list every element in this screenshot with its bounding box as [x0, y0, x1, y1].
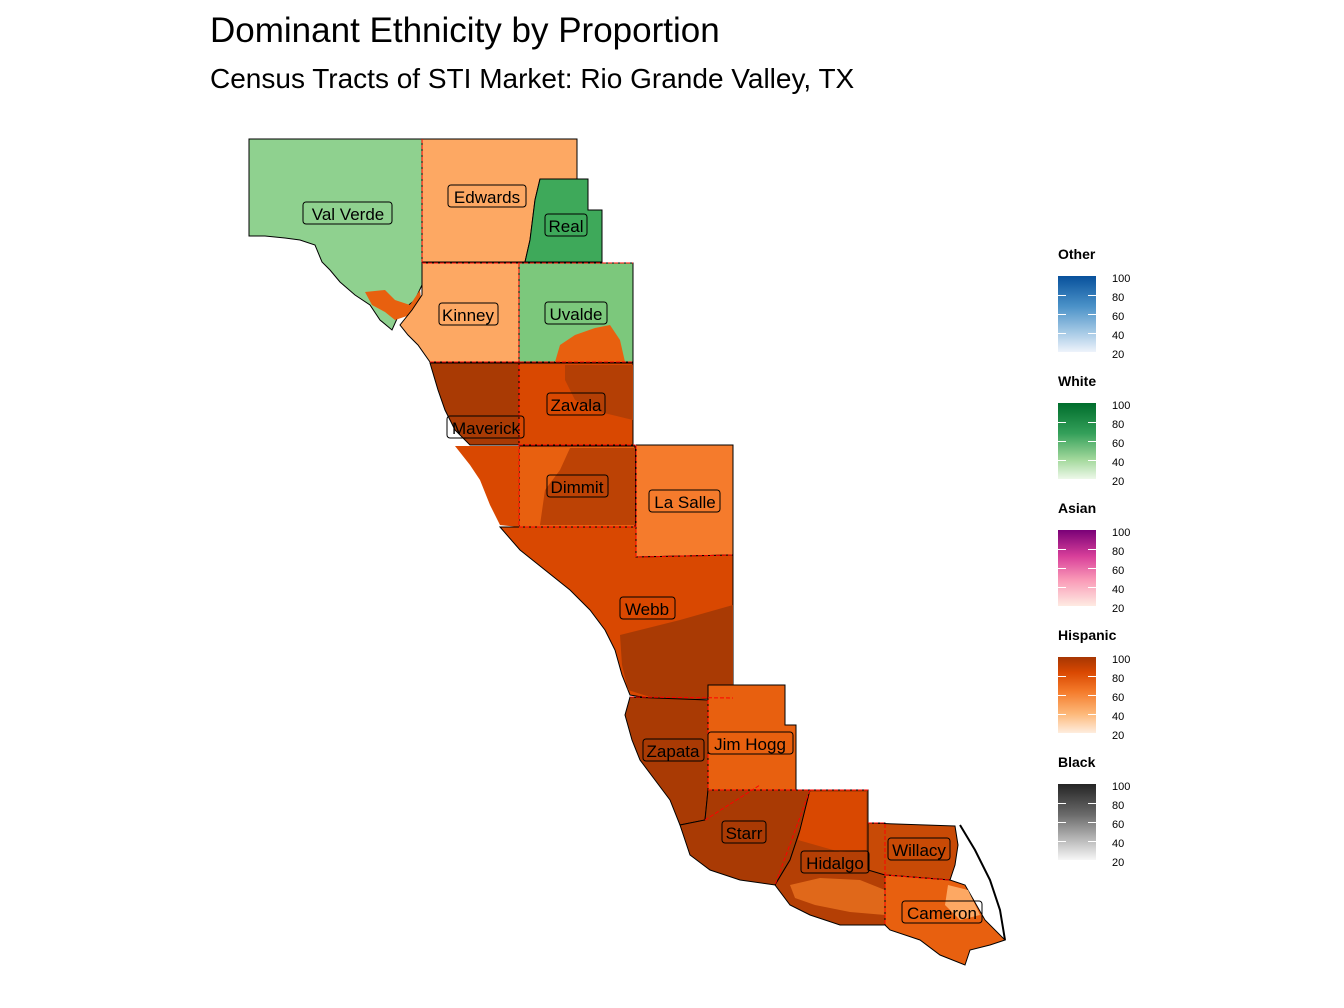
label-la-salle: La Salle [648, 489, 721, 513]
svg-text:La Salle: La Salle [654, 493, 715, 512]
county-real[interactable] [524, 178, 603, 263]
cameron-lighter-area [945, 885, 980, 920]
colorbar-other [1058, 276, 1096, 352]
svg-text:Real: Real [549, 217, 584, 236]
label-hidalgo: Hidalgo [800, 850, 870, 874]
legend-hispanic: Hispanic 100 80 60 40 20 [1058, 627, 1131, 742]
svg-text:Webb: Webb [625, 600, 669, 619]
map-subtitle: Census Tracts of STI Market: Rio Grande … [210, 63, 855, 94]
uvalde-hispanic-area [555, 325, 625, 362]
legend: Other 100 80 60 40 20 White 100 80 60 40… [1058, 246, 1178, 881]
label-jim-hogg: Jim Hogg [707, 731, 794, 755]
legend-title-black: Black [1058, 754, 1096, 770]
svg-text:Starr: Starr [726, 824, 763, 843]
dimmit-darker-area [540, 448, 635, 525]
label-starr: Starr [721, 820, 767, 844]
svg-text:Uvalde: Uvalde [550, 305, 603, 324]
map-title: Dominant Ethnicity by Proportion [210, 11, 720, 50]
svg-text:Cameron: Cameron [907, 904, 977, 923]
label-kinney: Kinney [438, 302, 499, 326]
svg-text:Zavala: Zavala [550, 396, 602, 415]
legend-black: Black 100 80 60 40 20 [1058, 754, 1131, 869]
label-zavala: Zavala [546, 392, 606, 416]
svg-text:Willacy: Willacy [892, 841, 946, 860]
label-edwards: Edwards [447, 184, 527, 208]
svg-text:Zapata: Zapata [647, 742, 700, 761]
legend-asian: Asian 100 80 60 40 20 [1058, 500, 1131, 615]
label-dimmit: Dimmit [546, 474, 609, 498]
legend-title-hispanic: Hispanic [1058, 627, 1117, 643]
hidalgo-north-area [798, 792, 866, 852]
label-real: Real [544, 213, 588, 237]
label-webb: Webb [619, 596, 676, 620]
padre-island [959, 824, 1006, 941]
svg-text:Edwards: Edwards [454, 188, 520, 207]
svg-text:Jim Hogg: Jim Hogg [714, 735, 786, 754]
legend-other: Other 100 80 60 40 20 [1058, 246, 1131, 361]
webb-darker-area [620, 605, 733, 700]
label-uvalde: Uvalde [544, 301, 608, 325]
maverick-southern-strip [455, 446, 519, 527]
label-cameron: Cameron [901, 900, 983, 924]
colorbar-white [1058, 403, 1096, 479]
colorbar-asian [1058, 530, 1096, 606]
legend-title-other: Other [1058, 246, 1096, 262]
hidalgo-urban-speckle [790, 878, 885, 915]
county-willacy[interactable] [867, 822, 959, 881]
county-cameron[interactable] [884, 874, 1006, 966]
legend-title-asian: Asian [1058, 500, 1097, 516]
svg-text:Maverick: Maverick [452, 419, 521, 438]
val-verde-hispanic-pocket [365, 290, 422, 320]
label-val-verde: Val Verde [302, 201, 393, 225]
label-willacy: Willacy [887, 837, 951, 861]
county-borders [421, 139, 951, 925]
svg-text:Hidalgo: Hidalgo [806, 854, 864, 873]
svg-text:Val Verde: Val Verde [312, 205, 384, 224]
colorbar-hispanic [1058, 657, 1096, 733]
label-zapata: Zapata [642, 738, 705, 762]
legend-white: White 100 80 60 40 20 [1058, 373, 1131, 488]
label-maverick: Maverick [446, 415, 525, 439]
legend-title-white: White [1058, 373, 1097, 389]
colorbar-black [1058, 784, 1096, 860]
svg-text:Kinney: Kinney [442, 306, 494, 325]
svg-text:Dimmit: Dimmit [551, 478, 604, 497]
